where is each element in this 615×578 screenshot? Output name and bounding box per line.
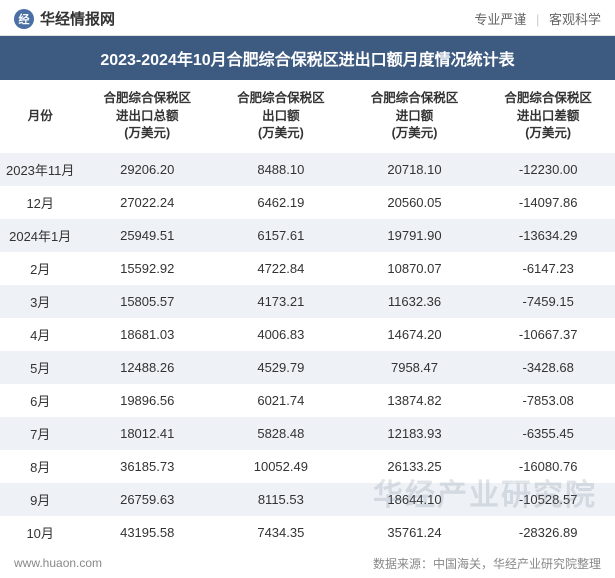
table-cell: 10052.49	[214, 450, 348, 483]
source-label: 数据来源：	[373, 557, 433, 571]
source-value: 中国海关，华经产业研究院整理	[433, 557, 601, 571]
table-row: 9月26759.638115.5318644.10-10528.57	[0, 483, 615, 516]
logo-icon: 经	[14, 9, 34, 29]
table-row: 3月15805.574173.2111632.36-7459.15	[0, 285, 615, 318]
tagline-separator: |	[536, 12, 539, 27]
column-header: 合肥综合保税区进出口总额(万美元)	[80, 80, 214, 153]
table-cell: 7月	[0, 417, 80, 450]
table-title: 2023-2024年10月合肥综合保税区进出口额月度情况统计表	[0, 36, 615, 80]
table-head: 月份合肥综合保税区进出口总额(万美元)合肥综合保税区出口额(万美元)合肥综合保税…	[0, 80, 615, 153]
table-cell: 10870.07	[348, 252, 482, 285]
table-cell: 5828.48	[214, 417, 348, 450]
table-cell: 8488.10	[214, 153, 348, 186]
table-cell: 19791.90	[348, 219, 482, 252]
table-cell: -6355.45	[481, 417, 615, 450]
logo-area: 经 华经情报网	[14, 8, 115, 29]
page-header: 经 华经情报网 专业严谨 | 客观科学	[0, 0, 615, 36]
site-url: www.huaon.com	[14, 556, 102, 570]
table-cell: 14674.20	[348, 318, 482, 351]
table-cell: 5月	[0, 351, 80, 384]
table-cell: -16080.76	[481, 450, 615, 483]
column-header: 月份	[0, 80, 80, 153]
table-cell: 20718.10	[348, 153, 482, 186]
table-cell: 3月	[0, 285, 80, 318]
table-cell: 18012.41	[80, 417, 214, 450]
table-row: 6月19896.566021.7413874.82-7853.08	[0, 384, 615, 417]
table-cell: 9月	[0, 483, 80, 516]
table-cell: 2月	[0, 252, 80, 285]
header-tagline: 专业严谨 | 客观科学	[474, 9, 601, 28]
table-cell: 12月	[0, 186, 80, 219]
column-header: 合肥综合保税区进出口差额(万美元)	[481, 80, 615, 153]
column-header: 合肥综合保税区进口额(万美元)	[348, 80, 482, 153]
table-cell: 4月	[0, 318, 80, 351]
table-cell: 19896.56	[80, 384, 214, 417]
table-cell: -10667.37	[481, 318, 615, 351]
table-cell: 15805.57	[80, 285, 214, 318]
table-cell: 4722.84	[214, 252, 348, 285]
table-cell: -12230.00	[481, 153, 615, 186]
table-body: 2023年11月29206.208488.1020718.10-12230.00…	[0, 153, 615, 549]
table-cell: -3428.68	[481, 351, 615, 384]
table-cell: -6147.23	[481, 252, 615, 285]
table-cell: 12183.93	[348, 417, 482, 450]
table-row: 2024年1月25949.516157.6119791.90-13634.29	[0, 219, 615, 252]
table-row: 4月18681.034006.8314674.20-10667.37	[0, 318, 615, 351]
tagline-right: 客观科学	[549, 12, 601, 27]
table-row: 2月15592.924722.8410870.07-6147.23	[0, 252, 615, 285]
table-cell: 8115.53	[214, 483, 348, 516]
data-source: 数据来源：中国海关，华经产业研究院整理	[373, 555, 601, 572]
table-cell: 10月	[0, 516, 80, 549]
table-cell: 7434.35	[214, 516, 348, 549]
table-cell: -13634.29	[481, 219, 615, 252]
page-footer: www.huaon.com 数据来源：中国海关，华经产业研究院整理	[0, 549, 615, 578]
site-name: 华经情报网	[40, 8, 115, 29]
table-cell: 26133.25	[348, 450, 482, 483]
table-row: 8月36185.7310052.4926133.25-16080.76	[0, 450, 615, 483]
table-cell: 6月	[0, 384, 80, 417]
table-cell: 6462.19	[214, 186, 348, 219]
table-row: 12月27022.246462.1920560.05-14097.86	[0, 186, 615, 219]
table-cell: 2023年11月	[0, 153, 80, 186]
table-cell: 8月	[0, 450, 80, 483]
table-cell: 6021.74	[214, 384, 348, 417]
table-cell: 7958.47	[348, 351, 482, 384]
table-cell: 13874.82	[348, 384, 482, 417]
table-cell: 6157.61	[214, 219, 348, 252]
data-table: 月份合肥综合保税区进出口总额(万美元)合肥综合保税区出口额(万美元)合肥综合保税…	[0, 80, 615, 549]
table-cell: 20560.05	[348, 186, 482, 219]
table-cell: 26759.63	[80, 483, 214, 516]
table-cell: -7853.08	[481, 384, 615, 417]
table-cell: 27022.24	[80, 186, 214, 219]
table-row: 7月18012.415828.4812183.93-6355.45	[0, 417, 615, 450]
table-cell: -10528.57	[481, 483, 615, 516]
table-cell: 2024年1月	[0, 219, 80, 252]
table-cell: 15592.92	[80, 252, 214, 285]
table-cell: 4006.83	[214, 318, 348, 351]
table-cell: 29206.20	[80, 153, 214, 186]
table-cell: -7459.15	[481, 285, 615, 318]
table-row: 10月43195.587434.3535761.24-28326.89	[0, 516, 615, 549]
column-header: 合肥综合保税区出口额(万美元)	[214, 80, 348, 153]
table-row: 2023年11月29206.208488.1020718.10-12230.00	[0, 153, 615, 186]
table-cell: 4529.79	[214, 351, 348, 384]
table-cell: 35761.24	[348, 516, 482, 549]
tagline-left: 专业严谨	[474, 12, 526, 27]
table-cell: 12488.26	[80, 351, 214, 384]
table-cell: 43195.58	[80, 516, 214, 549]
table-cell: 25949.51	[80, 219, 214, 252]
table-cell: 18644.10	[348, 483, 482, 516]
table-cell: 18681.03	[80, 318, 214, 351]
table-cell: 36185.73	[80, 450, 214, 483]
table-cell: -14097.86	[481, 186, 615, 219]
table-cell: 11632.36	[348, 285, 482, 318]
table-cell: -28326.89	[481, 516, 615, 549]
table-row: 5月12488.264529.797958.47-3428.68	[0, 351, 615, 384]
table-cell: 4173.21	[214, 285, 348, 318]
